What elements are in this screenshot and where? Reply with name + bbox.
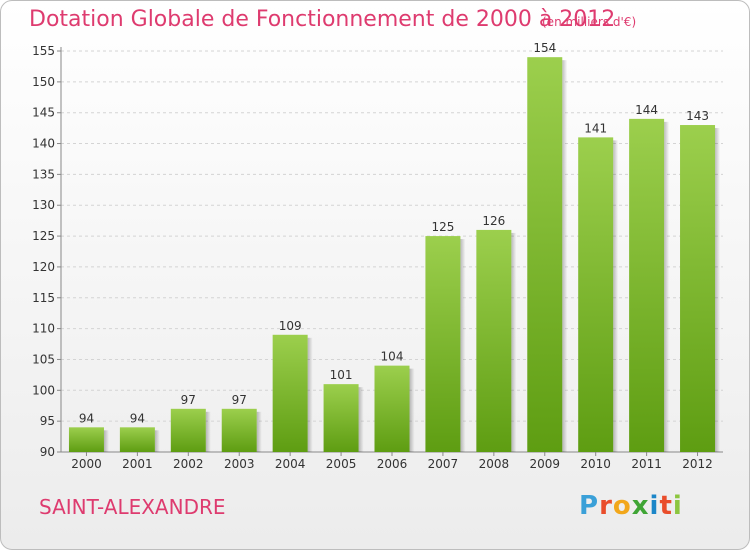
logo-letter: o: [612, 491, 632, 521]
bar-shadow: [562, 60, 568, 453]
logo-letter: x: [631, 491, 650, 521]
y-tick-label: 95: [40, 414, 55, 428]
x-tick-label: 2006: [377, 457, 408, 471]
data-label: 109: [279, 319, 302, 333]
bar: [578, 137, 614, 452]
bar-shadow: [409, 368, 415, 452]
bar: [680, 125, 716, 453]
y-tick-label: 155: [32, 44, 55, 58]
logo-letter: t: [659, 491, 673, 521]
data-label: 94: [130, 411, 145, 425]
data-label: 126: [482, 214, 505, 228]
x-tick-label: 2000: [71, 457, 102, 471]
y-tick-label: 140: [32, 137, 55, 151]
y-tick-label: 150: [32, 75, 55, 89]
bar-shadow: [256, 411, 262, 452]
x-tick-label: 2004: [275, 457, 306, 471]
data-label: 97: [232, 393, 247, 407]
logo-letter: i: [672, 491, 683, 521]
y-tick-label: 130: [32, 198, 55, 212]
y-tick-label: 110: [32, 322, 55, 336]
y-tick-label: 100: [32, 383, 55, 397]
y-tick-label: 125: [32, 229, 55, 243]
logo-letter: i: [649, 491, 660, 521]
bar: [272, 334, 308, 452]
bar-shadow: [205, 411, 211, 452]
commune-name: SAINT-ALEXANDRE: [39, 495, 226, 519]
bar: [425, 236, 461, 452]
x-tick-label: 2005: [326, 457, 357, 471]
x-tick-label: 2008: [479, 457, 510, 471]
bar-shadow: [103, 430, 109, 452]
x-tick-label: 2010: [580, 457, 611, 471]
bar-shadow: [307, 337, 313, 452]
bar-shadow: [664, 121, 670, 452]
data-label: 104: [381, 350, 404, 364]
bar-shadow: [715, 128, 721, 452]
data-label: 125: [431, 220, 454, 234]
chart-subtitle: (en milliers d'€): [542, 15, 637, 29]
bar: [119, 427, 155, 452]
bar: [68, 427, 104, 452]
bar-shadow: [511, 232, 517, 452]
proxiti-logo: Proxiti: [579, 491, 683, 521]
data-label: 141: [584, 121, 607, 135]
x-tick-label: 2011: [631, 457, 662, 471]
logo-letter: P: [579, 491, 600, 521]
data-label: 94: [79, 411, 94, 425]
y-tick-label: 115: [32, 291, 55, 305]
y-tick-label: 90: [40, 445, 55, 459]
x-tick-label: 2007: [428, 457, 459, 471]
bar: [170, 408, 206, 452]
x-tick-label: 2001: [122, 457, 153, 471]
bar-shadow: [613, 140, 619, 452]
x-tick-label: 2002: [173, 457, 204, 471]
x-tick-label: 2003: [224, 457, 255, 471]
y-tick-label: 145: [32, 106, 55, 120]
data-label: 143: [686, 109, 709, 123]
logo-letter: r: [599, 491, 613, 521]
bar-shadow: [154, 430, 160, 452]
bar: [527, 57, 563, 453]
y-tick-label: 120: [32, 260, 55, 274]
data-label: 97: [181, 393, 196, 407]
bar: [476, 229, 512, 452]
bar: [374, 365, 410, 452]
y-tick-label: 105: [32, 352, 55, 366]
bar: [629, 118, 665, 452]
x-tick-label: 2009: [529, 457, 560, 471]
chart-title: Dotation Globale de Fonctionnement de 20…: [29, 7, 616, 32]
bar-shadow: [358, 387, 364, 452]
bar: [323, 384, 359, 452]
bar-shadow: [460, 239, 466, 452]
x-tick-label: 2012: [682, 457, 713, 471]
data-label: 154: [533, 41, 556, 55]
data-label: 101: [330, 368, 353, 382]
bar: [221, 408, 257, 452]
data-label: 144: [635, 103, 658, 117]
y-tick-label: 135: [32, 167, 55, 181]
